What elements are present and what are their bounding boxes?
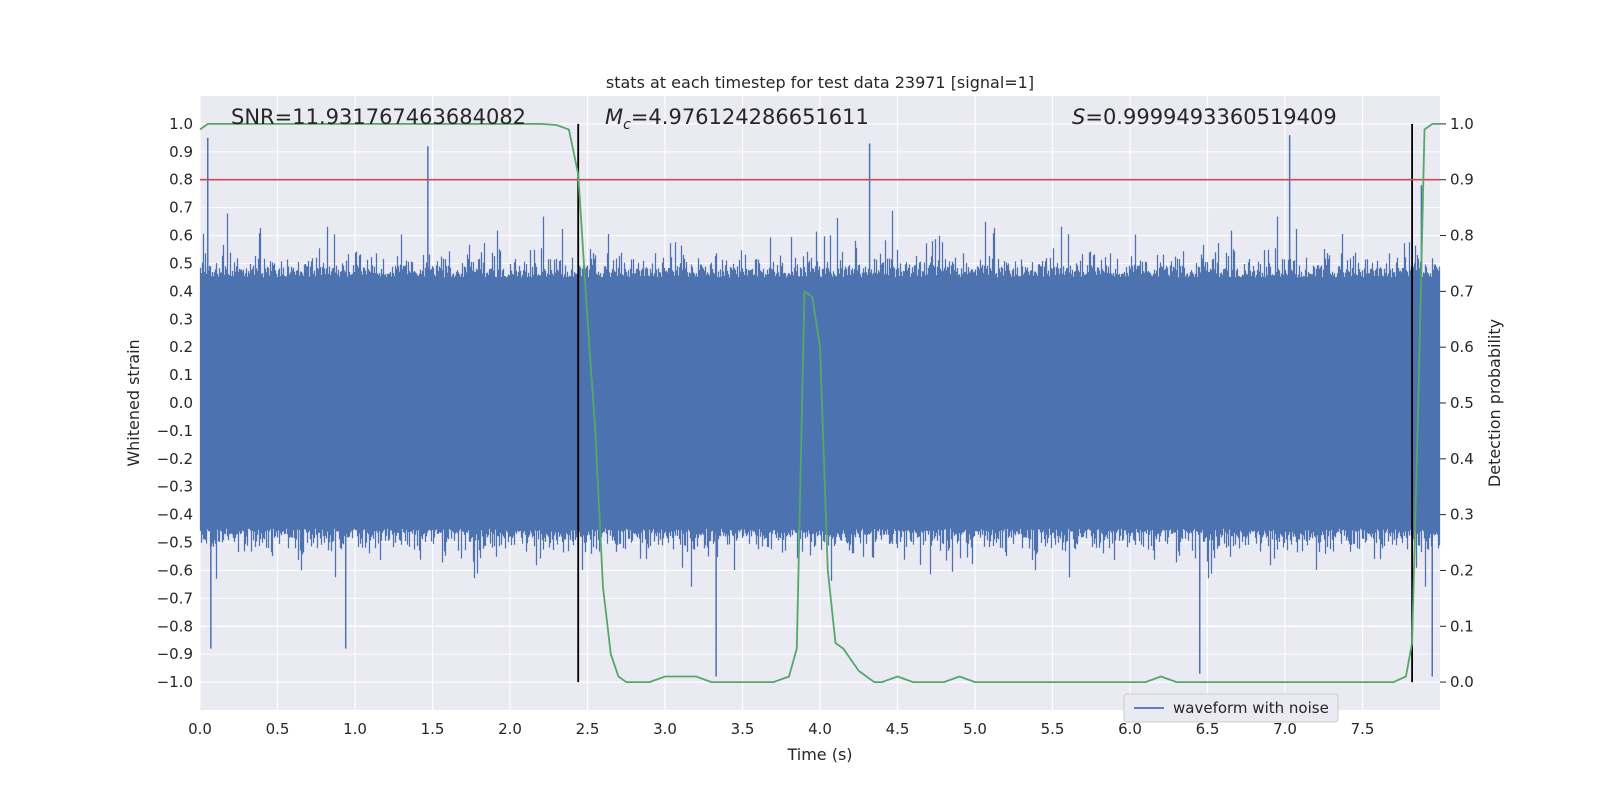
x-tick-label: 6.0 bbox=[1118, 720, 1142, 738]
x-tick-label: 0.0 bbox=[188, 720, 212, 738]
x-tick-label: 1.5 bbox=[421, 720, 445, 738]
y-left-tick-label: −0.2 bbox=[157, 450, 193, 468]
y-ticks-left: 1.0 0.9 0.8 0.7 0.6 0.5 0.4 0.3 0.2 0.1 0.0 −0.1 −0.… bbox=[157, 115, 193, 691]
waveform-series bbox=[199, 135, 1441, 677]
y-left-tick-label: −0.9 bbox=[157, 645, 193, 663]
y-right-tick-label: 0.5 bbox=[1450, 394, 1474, 412]
y-left-tick-label: 0.6 bbox=[169, 227, 193, 245]
y-ticks-right: 1.0 0.9 0.8 0.7 0.6 0.5 0.4 0.3 0.2 0.1 0.0 bbox=[1440, 115, 1474, 691]
x-tick-label: 3.0 bbox=[653, 720, 677, 738]
y-left-tick-label: 0.0 bbox=[169, 394, 193, 412]
y-left-tick-label: −0.8 bbox=[157, 617, 193, 635]
x-tick-label: 7.5 bbox=[1351, 720, 1375, 738]
y-left-tick-label: 0.9 bbox=[169, 143, 193, 161]
y-left-tick-label: 0.4 bbox=[169, 282, 193, 300]
y-left-tick-label: 1.0 bbox=[169, 115, 193, 133]
y-left-tick-label: −1.0 bbox=[157, 673, 193, 691]
x-tick-label: 6.5 bbox=[1196, 720, 1220, 738]
x-tick-label: 5.5 bbox=[1041, 720, 1065, 738]
y-right-tick-label: 0.7 bbox=[1450, 282, 1474, 300]
y-right-tick-label: 0.9 bbox=[1450, 171, 1474, 189]
x-tick-label: 2.5 bbox=[576, 720, 600, 738]
annotation-mc: Mc=4.976124286651611 bbox=[605, 105, 869, 133]
x-tick-label: 4.0 bbox=[808, 720, 832, 738]
y-left-tick-label: 0.5 bbox=[169, 254, 193, 272]
y-left-tick-label: 0.8 bbox=[169, 171, 193, 189]
y-left-tick-label: 0.3 bbox=[169, 310, 193, 328]
annotation-snr: SNR=11.931767463684082 bbox=[231, 105, 526, 129]
y-right-tick-label: 0.3 bbox=[1450, 506, 1474, 524]
y-right-tick-label: 0.6 bbox=[1450, 338, 1474, 356]
x-tick-label: 2.0 bbox=[498, 720, 522, 738]
x-ticks: 0.0 0.5 1.0 1.5 2.0 2.5 3.0 3.5 4.0 4.5 5.0 5.5 6.0 6… bbox=[188, 720, 1374, 738]
legend: waveform with noise bbox=[1123, 693, 1339, 723]
y-left-tick-label: 0.2 bbox=[169, 338, 193, 356]
y-right-tick-label: 0.1 bbox=[1450, 617, 1474, 635]
x-tick-label: 1.0 bbox=[343, 720, 367, 738]
y-left-tick-label: −0.7 bbox=[157, 589, 193, 607]
vertical-markers bbox=[577, 123, 1413, 683]
annotation-s: S=0.9999493360519409 bbox=[1072, 105, 1337, 129]
y-left-tick-label: −0.6 bbox=[157, 561, 193, 579]
probability-line bbox=[199, 123, 1440, 683]
x-axis-label: Time (s) bbox=[786, 745, 852, 764]
y-axis-label-left: Whitened strain bbox=[124, 339, 143, 466]
x-tick-label: 0.5 bbox=[266, 720, 290, 738]
y-left-tick-label: 0.1 bbox=[169, 366, 193, 384]
y-right-tick-label: 0.8 bbox=[1450, 227, 1474, 245]
x-tick-label: 7.0 bbox=[1273, 720, 1297, 738]
y-left-tick-label: −0.4 bbox=[157, 506, 193, 524]
y-left-tick-label: −0.5 bbox=[157, 534, 193, 552]
y-left-tick-label: −0.3 bbox=[157, 478, 193, 496]
chart-title: stats at each timestep for test data 239… bbox=[606, 73, 1034, 92]
legend-box bbox=[1123, 693, 1339, 723]
x-tick-label: 5.0 bbox=[963, 720, 987, 738]
y-right-tick-label: 0.4 bbox=[1450, 450, 1474, 468]
y-axis-label-right: Detection probability bbox=[1485, 319, 1504, 487]
y-left-tick-label: −0.1 bbox=[157, 422, 193, 440]
waveform-core bbox=[200, 287, 1440, 519]
y-right-tick-label: 1.0 bbox=[1450, 115, 1474, 133]
legend-label: waveform with noise bbox=[1173, 699, 1329, 717]
x-tick-label: 4.5 bbox=[886, 720, 910, 738]
x-tick-label: 3.5 bbox=[731, 720, 755, 738]
y-right-tick-label: 0.2 bbox=[1450, 561, 1474, 579]
y-right-tick-label: 0.0 bbox=[1450, 673, 1474, 691]
y-left-tick-label: 0.7 bbox=[169, 199, 193, 217]
